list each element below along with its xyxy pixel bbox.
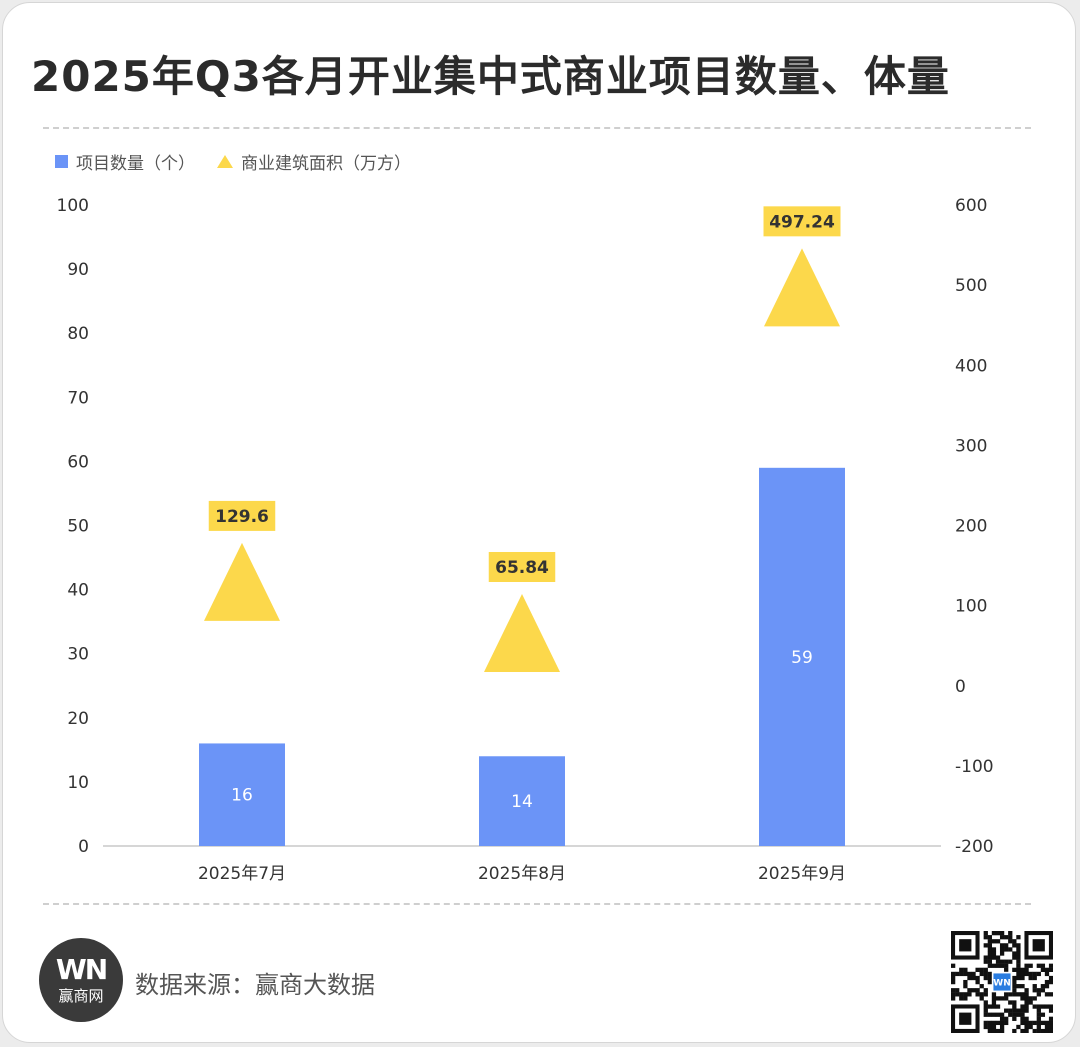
triangle-value-bg — [488, 551, 556, 582]
y-right-tick-label: 0 — [955, 677, 966, 697]
y-left-tick-label: 100 — [57, 196, 89, 216]
y-left-tick-label: 50 — [67, 517, 89, 537]
bar — [759, 467, 845, 846]
triangle-value-label: 65.84 — [495, 558, 549, 578]
legend-bar-label: 项目数量（个） — [76, 153, 195, 174]
y-right-tick-label: -100 — [955, 757, 994, 777]
bottom-divider — [43, 903, 1031, 905]
bar-value-label: 14 — [511, 792, 533, 812]
y-right-tick-label: 300 — [955, 436, 987, 456]
bar — [199, 743, 285, 846]
y-left-tick-label: 20 — [67, 709, 89, 729]
y-left-tick-label: 90 — [67, 260, 89, 280]
triangle-value-bg — [208, 500, 276, 531]
qr-code-icon: WN — [951, 931, 1053, 1033]
triangle-value-label: 129.6 — [215, 507, 269, 527]
logo-mark: WN — [55, 953, 108, 986]
combo-chart: 0 10 20 30 40 50 60 70 80 90 100 -200 -100 0 100 200 300… — [57, 196, 994, 884]
bar-value-label: 59 — [791, 648, 813, 668]
triangle-marker — [764, 248, 840, 327]
legend: 项目数量（个） 商业建筑面积（万方） — [55, 149, 411, 174]
y-right-tick-label: 400 — [955, 356, 987, 376]
y-right-tick-label: 200 — [955, 517, 987, 537]
y-right-tick-label: 100 — [955, 597, 987, 617]
y-left-tick-label: 10 — [67, 773, 89, 793]
triangle-marker — [204, 542, 280, 621]
bar — [479, 756, 565, 846]
y-left-tick-label: 80 — [67, 324, 89, 344]
brand-logo: WN 赢商网 — [39, 938, 123, 1022]
legend-bar-swatch — [55, 154, 68, 168]
logo-sub: 赢商网 — [58, 987, 104, 1005]
chart-title: 2025年Q3各月开业集中式商业项目数量、体量 — [31, 52, 950, 101]
y-left-tick-label: 40 — [67, 581, 89, 601]
data-source: 数据来源：赢商大数据 — [135, 971, 375, 999]
qr-badge: WN — [993, 978, 1010, 988]
legend-triangle-icon — [217, 154, 233, 168]
y-left-tick-label: 30 — [67, 645, 89, 665]
triangle-value-bg — [763, 206, 841, 237]
bar-value-label: 16 — [231, 786, 253, 806]
y-right-tick-label: -200 — [955, 837, 994, 857]
triangle-marker — [484, 593, 560, 672]
y-left-tick-label: 0 — [78, 837, 89, 857]
top-divider — [43, 127, 1031, 129]
y-right-tick-label: 600 — [955, 196, 987, 216]
y-left-tick-label: 60 — [67, 452, 89, 472]
y-left-tick-label: 70 — [67, 388, 89, 408]
y-right-tick-label: 500 — [955, 276, 987, 296]
legend-triangle-label: 商业建筑面积（万方） — [241, 153, 411, 174]
triangle-value-label: 497.24 — [769, 212, 835, 232]
x-tick-label: 2025年7月 — [198, 864, 286, 884]
x-tick-label: 2025年8月 — [478, 864, 566, 884]
x-tick-label: 2025年9月 — [758, 864, 846, 884]
